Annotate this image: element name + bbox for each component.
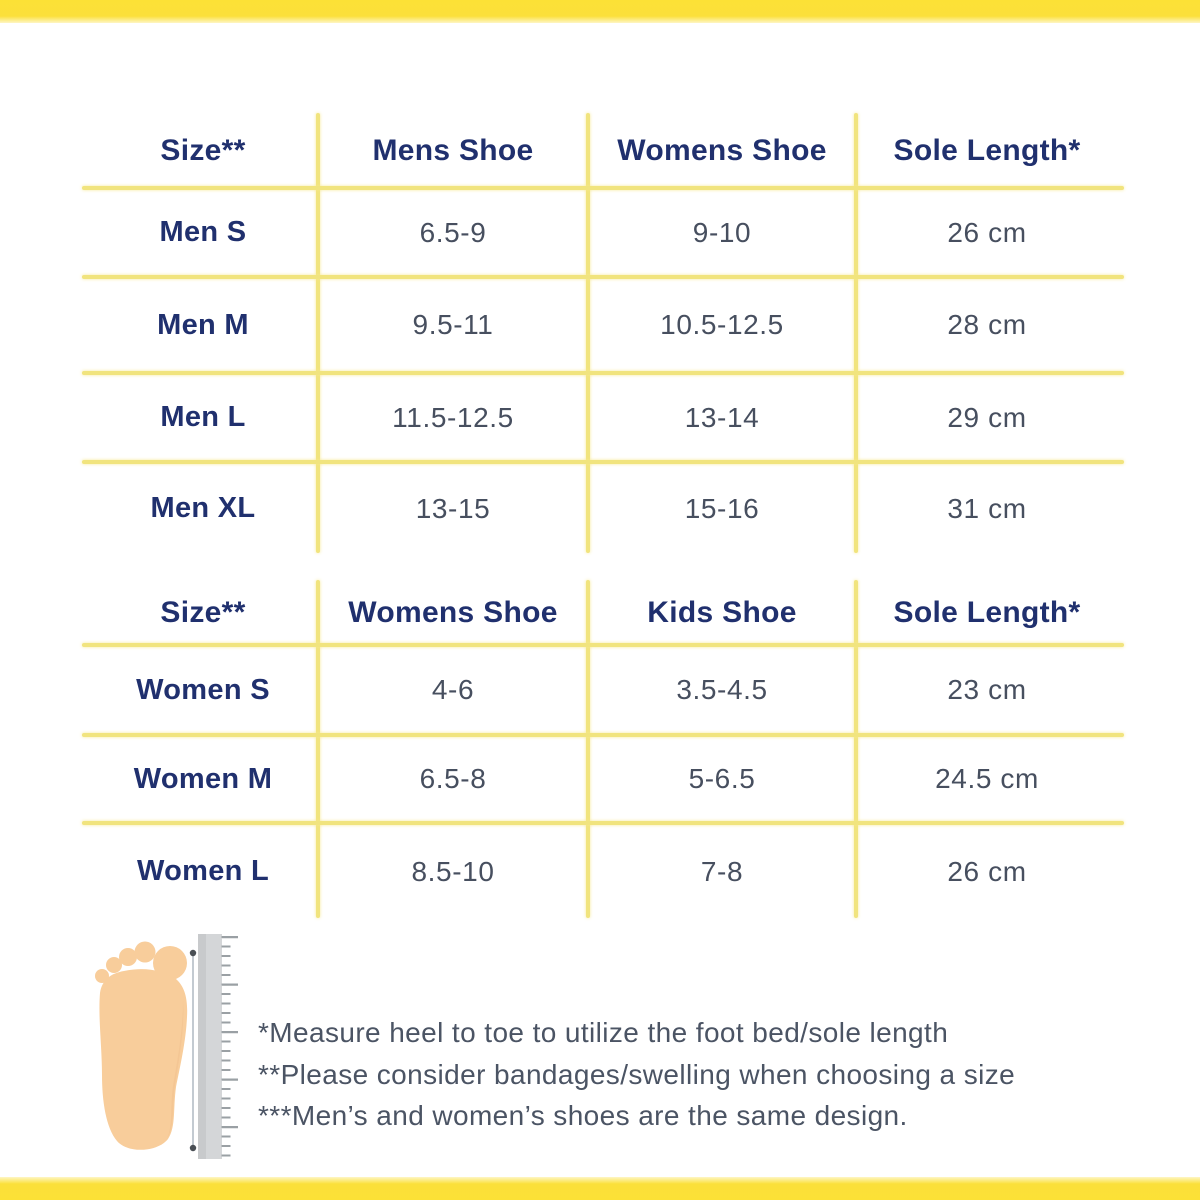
- table-cell: 6.5-9: [419, 216, 487, 248]
- column-header-sole-length: Sole Length*: [893, 133, 1081, 167]
- measurement-line: [189, 949, 197, 1152]
- table-cell: 6.5-8: [419, 763, 487, 794]
- row-label: Women M: [133, 762, 273, 795]
- table2-vline-1: [316, 580, 320, 918]
- column-header-size: Size**: [160, 595, 246, 629]
- table-cell: 8.5-10: [411, 855, 495, 887]
- footnotes: *Measure heel to toe to utilize the foot…: [258, 1012, 1138, 1137]
- foot-sole-icon: [95, 941, 188, 1150]
- table2-vline-3: [854, 580, 858, 918]
- row-label: Women L: [136, 855, 270, 887]
- table-cell: 31 cm: [947, 492, 1027, 524]
- table-cell: 7-8: [700, 855, 744, 887]
- row-label: Men M: [157, 308, 249, 341]
- table2-hline-3: [82, 821, 1124, 825]
- table2-hline-2: [82, 733, 1124, 737]
- table-cell: 23 cm: [947, 674, 1027, 705]
- column-header-mens-shoe: Mens Shoe: [372, 133, 534, 167]
- table1-hline-1: [82, 186, 1124, 190]
- column-header-sole-length: Sole Length*: [893, 595, 1081, 629]
- row-label: Women S: [136, 673, 270, 706]
- ruler-icon: [198, 934, 238, 1160]
- table1-vline-2: [586, 113, 590, 553]
- column-header-size: Size**: [160, 133, 246, 167]
- table-cell: 4-6: [431, 674, 475, 705]
- foot-measurement-illustration: [95, 934, 238, 1160]
- footnote-same-design: ***Men’s and women’s shoes are the same …: [258, 1100, 908, 1131]
- column-header-womens-shoe: Womens Shoe: [617, 133, 827, 167]
- table-cell: 26 cm: [947, 855, 1027, 887]
- table-cell: 26 cm: [947, 216, 1027, 248]
- table-cell: 10.5-12.5: [660, 309, 784, 340]
- footnote-sole-length: *Measure heel to toe to utilize the foot…: [258, 1017, 949, 1048]
- table-cell: 9-10: [692, 216, 752, 248]
- footnote-bandages: **Please consider bandages/swelling when…: [258, 1058, 1016, 1090]
- womens-size-table: Size** Womens Shoe Kids Shoe Sole Length…: [82, 580, 1124, 920]
- column-header-kids-shoe: Kids Shoe: [647, 595, 797, 629]
- row-label: Men XL: [150, 492, 256, 524]
- table-cell: 3.5-4.5: [676, 674, 768, 705]
- table-cell: 15-16: [684, 492, 760, 524]
- table-cell: 9.5-11: [412, 309, 494, 340]
- mens-size-table: Size** Mens Shoe Womens Shoe Sole Length…: [82, 113, 1124, 555]
- table2-hline-1: [82, 643, 1124, 647]
- table1-hline-2: [82, 275, 1124, 279]
- row-label: Men L: [160, 401, 246, 433]
- table-cell: 28 cm: [947, 309, 1027, 340]
- table2-vline-2: [586, 580, 590, 918]
- table-cell: 11.5-12.5: [392, 401, 514, 433]
- table1-hline-3: [82, 371, 1124, 375]
- table-cell: 24.5 cm: [935, 763, 1039, 794]
- table-cell: 29 cm: [947, 401, 1027, 433]
- table1-vline-1: [316, 113, 320, 553]
- table-cell: 13-15: [415, 492, 491, 524]
- top-yellow-border: [0, 0, 1200, 23]
- row-label: Men S: [159, 216, 247, 248]
- table-cell: 5-6.5: [688, 763, 756, 794]
- column-header-womens-shoe: Womens Shoe: [348, 595, 558, 629]
- table1-hline-4: [82, 460, 1124, 464]
- table1-vline-3: [854, 113, 858, 553]
- bottom-yellow-border: [0, 1177, 1200, 1200]
- table-cell: 13-14: [684, 401, 760, 433]
